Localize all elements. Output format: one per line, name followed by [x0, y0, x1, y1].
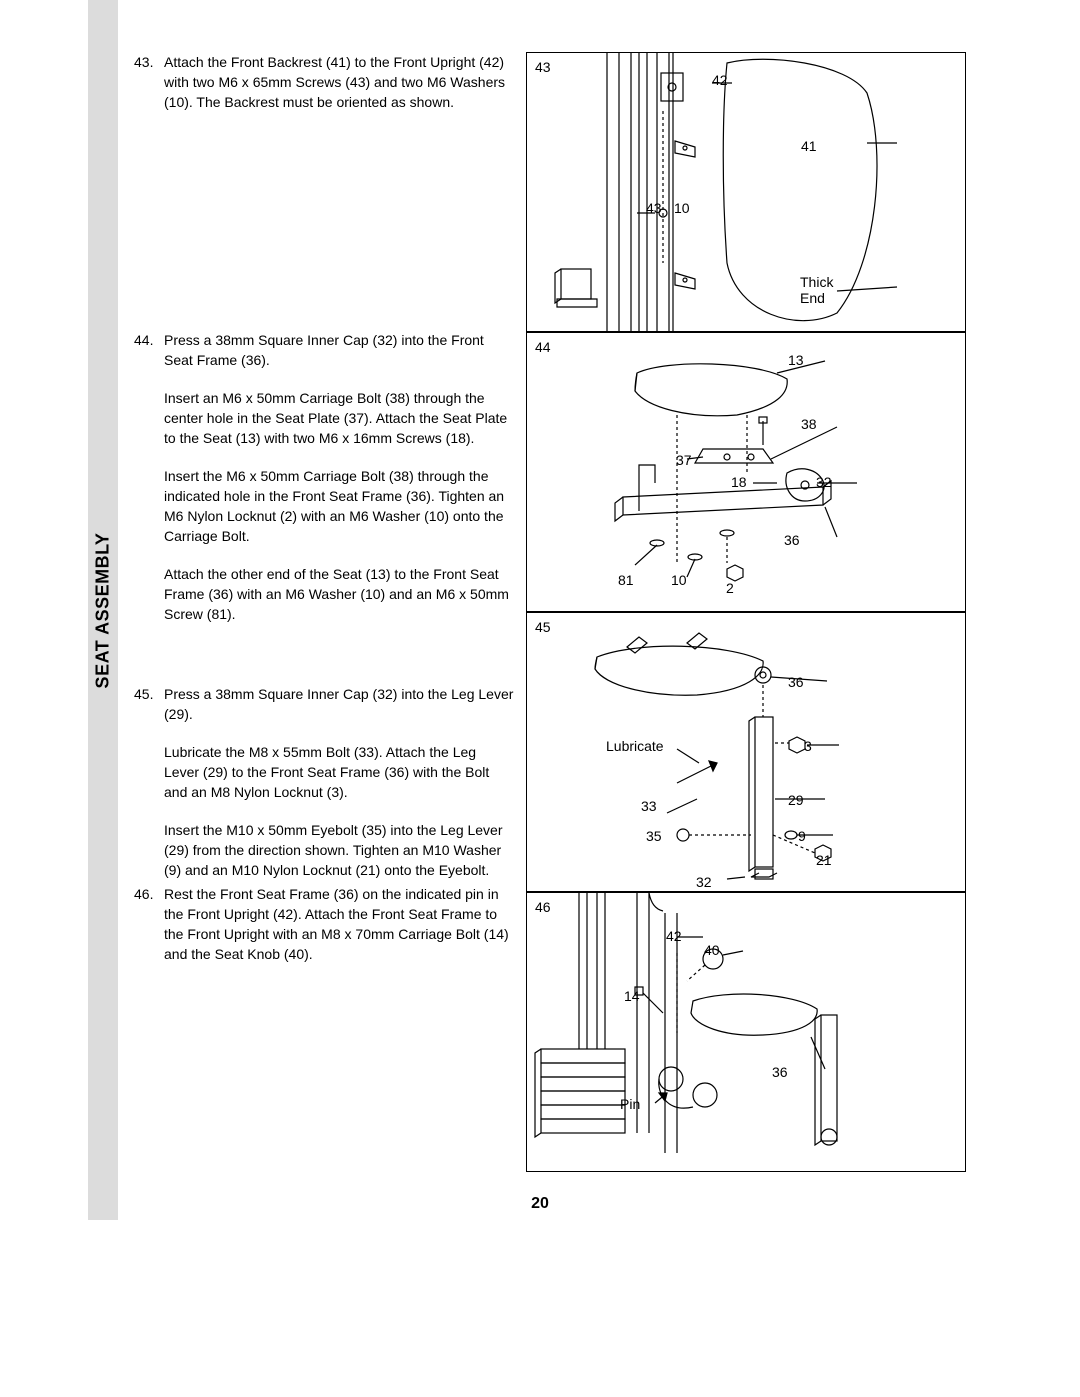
fig43-label-2: 10	[674, 200, 690, 216]
fig45-label-7: 21	[816, 852, 832, 868]
step-44-number: 44.	[134, 330, 164, 350]
figure-46-drawing	[527, 893, 967, 1173]
figure-44-number: 44	[535, 339, 551, 355]
step-45-p2: Lubricate the M8 x 55mm Bolt (33). Attac…	[164, 742, 514, 802]
fig43-label-0: 42	[712, 72, 728, 88]
fig46-label-3: 36	[772, 1064, 788, 1080]
step-43-body: Attach the Front Backrest (41) to the Fr…	[164, 52, 514, 112]
step-44-body: Press a 38mm Square Inner Cap (32) into …	[164, 330, 514, 624]
fig46-label-4: Pin	[620, 1096, 640, 1112]
fig44-label-2: 37	[676, 452, 692, 468]
figure-45-drawing	[527, 613, 967, 893]
fig45-label-6: 9	[798, 828, 806, 844]
figure-45-number: 45	[535, 619, 551, 635]
step-46-number: 46.	[134, 884, 164, 904]
step-43: 43. Attach the Front Backrest (41) to th…	[134, 52, 514, 112]
figure-45: 45	[526, 612, 966, 892]
fig43-label-4: ThickEnd	[800, 274, 833, 306]
fig45-label-2: 3	[804, 738, 812, 754]
figure-43-number: 43	[535, 59, 551, 75]
fig45-label-5: 35	[646, 828, 662, 844]
fig46-label-0: 42	[666, 928, 682, 944]
step-46: 46. Rest the Front Seat Frame (36) on th…	[134, 884, 514, 964]
step-45-p3: Insert the M10 x 50mm Eyebolt (35) into …	[164, 820, 514, 880]
fig44-label-6: 81	[618, 572, 634, 588]
figure-46-number: 46	[535, 899, 551, 915]
fig44-label-7: 10	[671, 572, 687, 588]
step-44-p2: Insert an M6 x 50mm Carriage Bolt (38) t…	[164, 388, 514, 448]
fig46-label-2: 14	[624, 988, 640, 1004]
figure-44-drawing	[527, 333, 967, 613]
step-44: 44. Press a 38mm Square Inner Cap (32) i…	[134, 330, 514, 624]
step-45: 45. Press a 38mm Square Inner Cap (32) i…	[134, 684, 514, 880]
figure-44: 44	[526, 332, 966, 612]
figure-43-drawing	[527, 53, 967, 333]
fig44-label-5: 36	[784, 532, 800, 548]
step-44-p4: Attach the other end of the Seat (13) to…	[164, 564, 514, 624]
page-number: 20	[0, 1195, 1080, 1213]
fig43-label-1: 43	[646, 200, 662, 216]
step-45-number: 45.	[134, 684, 164, 704]
fig43-label-3: 41	[801, 138, 817, 154]
fig44-label-1: 38	[801, 416, 817, 432]
step-45-p1: Press a 38mm Square Inner Cap (32) into …	[164, 684, 514, 724]
fig45-label-3: 33	[641, 798, 657, 814]
step-43-number: 43.	[134, 52, 164, 72]
fig45-label-1: Lubricate	[606, 738, 664, 754]
section-title: SEAT ASSEMBLY	[93, 521, 114, 701]
fig44-label-4: 32	[816, 474, 832, 490]
step-43-p1: Attach the Front Backrest (41) to the Fr…	[164, 52, 514, 112]
fig44-label-3: 18	[731, 474, 747, 490]
step-44-p1: Press a 38mm Square Inner Cap (32) into …	[164, 330, 514, 370]
fig46-label-1: 40	[704, 942, 720, 958]
fig44-label-8: 2	[726, 580, 734, 596]
fig44-label-0: 13	[788, 352, 804, 368]
section-title-container: SEAT ASSEMBLY	[88, 520, 118, 710]
step-46-body: Rest the Front Seat Frame (36) on the in…	[164, 884, 514, 964]
step-45-body: Press a 38mm Square Inner Cap (32) into …	[164, 684, 514, 880]
fig45-label-4: 29	[788, 792, 804, 808]
step-46-p1: Rest the Front Seat Frame (36) on the in…	[164, 884, 514, 964]
fig45-label-8: 32	[696, 874, 712, 890]
figure-43: 43	[526, 52, 966, 332]
step-44-p3: Insert the M6 x 50mm Carriage Bolt (38) …	[164, 466, 514, 546]
figure-46: 46	[526, 892, 966, 1172]
fig45-label-0: 36	[788, 674, 804, 690]
